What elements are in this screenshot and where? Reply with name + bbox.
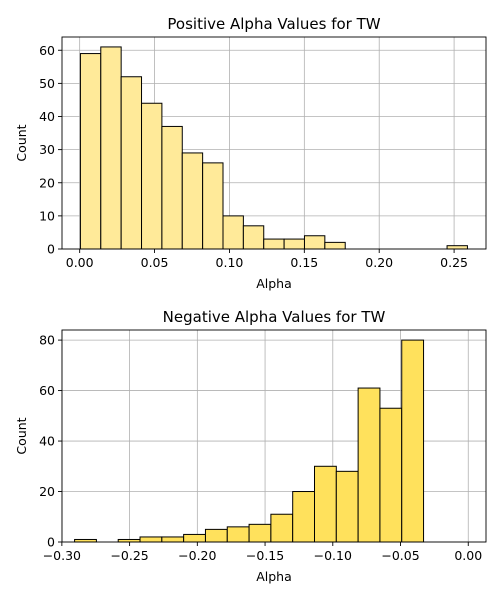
- histogram-bar: [324, 241, 346, 250]
- y-axis-ticks: 0 10 20 30 40 50 60: [39, 43, 62, 257]
- histogram-bar: [292, 491, 316, 543]
- x-tick-label: 0.00: [66, 255, 94, 270]
- y-tick-label: 0: [47, 535, 55, 550]
- histogram-bar: [120, 76, 143, 250]
- histogram-bar: [181, 152, 204, 250]
- x-tick-label: −0.25: [110, 548, 148, 563]
- positive-alpha-histogram: 0.00 0.05 0.10 0.15 0.20 0.25 0 10 20 30 40 50 60 P…: [14, 15, 487, 291]
- histogram-bar: [379, 407, 403, 543]
- y-tick-label: 10: [39, 208, 55, 223]
- x-tick-label: −0.10: [314, 548, 352, 563]
- histogram-bar: [204, 528, 228, 543]
- x-tick-label: −0.05: [381, 548, 419, 563]
- histogram-bar: [161, 125, 183, 250]
- y-axis-ticks: 0 20 40 60 80: [39, 333, 62, 550]
- histogram-bar: [283, 238, 305, 250]
- x-tick-label: 0.25: [440, 255, 468, 270]
- y-tick-label: 60: [39, 383, 55, 398]
- x-tick-label: 0.10: [216, 255, 244, 270]
- x-axis-label: Alpha: [256, 569, 292, 584]
- y-tick-label: 30: [39, 142, 55, 157]
- plot-frame: [61, 329, 487, 543]
- histogram-bar: [141, 102, 163, 250]
- histogram-bar: [357, 387, 381, 543]
- histogram-bar: [139, 536, 163, 543]
- histogram-bar: [100, 46, 122, 250]
- histogram-bar: [401, 339, 425, 543]
- chart-title: Positive Alpha Values for TW: [167, 15, 380, 33]
- x-axis-label: Alpha: [256, 276, 292, 291]
- y-tick-label: 50: [39, 76, 55, 91]
- y-axis-label: Count: [14, 417, 29, 454]
- y-tick-label: 40: [39, 109, 55, 124]
- histogram-bar: [202, 162, 224, 250]
- histogram-bar: [161, 536, 185, 543]
- y-tick-label: 40: [39, 434, 55, 449]
- plot-frame: [61, 36, 487, 250]
- histogram-bar: [335, 470, 359, 543]
- histogram-bar: [263, 238, 285, 250]
- histogram-bar: [242, 225, 265, 250]
- chart-title: Negative Alpha Values for TW: [163, 308, 386, 326]
- histogram-bar: [446, 245, 468, 250]
- y-tick-label: 20: [39, 484, 55, 499]
- y-tick-label: 20: [39, 175, 55, 190]
- x-axis-ticks: 0.00 0.05 0.10 0.15 0.20 0.25: [66, 249, 468, 270]
- histogram-bar: [222, 215, 244, 250]
- y-axis-label: Count: [14, 124, 29, 161]
- histogram-bar: [314, 465, 337, 543]
- x-tick-label: 0.20: [365, 255, 393, 270]
- x-tick-label: 0.00: [454, 548, 482, 563]
- x-tick-label: 0.15: [290, 255, 318, 270]
- histogram-bar: [303, 235, 326, 250]
- x-tick-label: −0.30: [43, 548, 81, 563]
- histogram-bars: [79, 46, 468, 250]
- y-tick-label: 60: [39, 43, 55, 58]
- x-axis-ticks: −0.30 −0.25 −0.20 −0.15 −0.10 −0.05 0.00: [43, 542, 482, 563]
- y-tick-label: 0: [47, 242, 55, 257]
- y-tick-label: 80: [39, 333, 55, 348]
- x-tick-label: 0.05: [141, 255, 169, 270]
- histogram-bar: [248, 523, 272, 543]
- histogram-bar: [270, 513, 294, 543]
- negative-alpha-histogram: −0.30 −0.25 −0.20 −0.15 −0.10 −0.05 0.00 0 20 40…: [14, 308, 487, 584]
- histogram-bar: [183, 533, 206, 543]
- histogram-bar: [79, 53, 102, 250]
- x-tick-label: −0.20: [178, 548, 216, 563]
- x-tick-label: −0.15: [246, 548, 284, 563]
- histogram-bar: [226, 526, 250, 543]
